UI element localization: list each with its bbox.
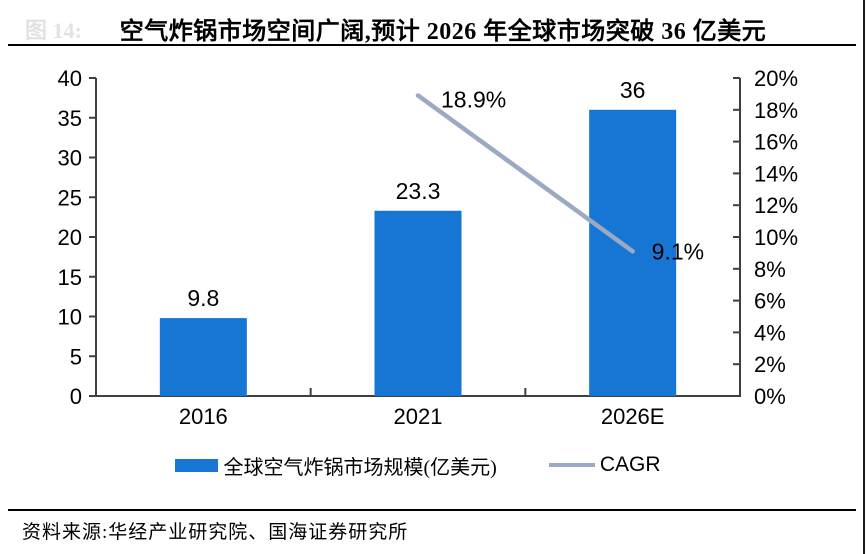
source-note: 资料来源:华经产业研究院、国海证券研究所: [22, 522, 409, 543]
bar-2016: [159, 318, 247, 396]
source-divider: [8, 509, 856, 511]
right-axis-tick-label: 10%: [754, 225, 798, 250]
right-axis-tick-label: 8%: [754, 257, 786, 282]
legend-item-cagr: CAGR: [548, 453, 661, 477]
right-axis-tick-label: 0%: [754, 384, 786, 409]
left-axis-tick-label: 35: [58, 106, 82, 131]
legend-label-market-size: 全球空气炸锅市场规模(亿美元): [223, 456, 497, 479]
right-axis-tick-label: 4%: [754, 320, 786, 345]
bar-2021: [374, 210, 462, 396]
left-axis-tick-label: 10: [58, 305, 82, 330]
right-axis-tick-label: 20%: [754, 66, 798, 91]
left-axis-tick-label: 40: [58, 66, 82, 91]
left-axis-tick-label: 20: [58, 225, 82, 250]
bar-value-label: 36: [620, 77, 646, 103]
category-label-2026E: 2026E: [601, 404, 665, 429]
chart-title: 空气炸锅市场空间广阔,预计 2026 年全球市场突破 36 亿美元: [119, 19, 767, 45]
right-axis-tick-label: 2%: [754, 352, 786, 377]
right-axis-tick-label: 6%: [754, 289, 786, 314]
legend-item-market-size: 全球空气炸锅市场规模(亿美元): [175, 451, 497, 480]
right-axis-tick-label: 18%: [754, 98, 798, 123]
title-divider: [8, 44, 856, 46]
right-axis-tick-label: 14%: [754, 161, 798, 186]
chart-legend: 全球空气炸锅市场规模(亿美元) CAGR: [96, 450, 740, 480]
right-axis-tick-label: 12%: [754, 193, 798, 218]
bar-value-label: 23.3: [396, 178, 441, 204]
cagr-line: [415, 93, 635, 254]
figure-number: 图 14:: [25, 18, 82, 43]
left-axis-tick-label: 5: [70, 344, 82, 369]
left-axis-tick-label: 0: [70, 384, 82, 409]
left-axis-tick-label: 15: [58, 265, 82, 290]
cagr-point-label: 18.9%: [441, 86, 506, 112]
legend-label-cagr: CAGR: [599, 453, 661, 476]
category-label-2016: 2016: [179, 404, 228, 429]
page-right-border: [863, 0, 865, 554]
left-axis-tick-label: 30: [58, 146, 82, 171]
bar-value-label: 9.8: [187, 285, 219, 311]
right-axis-tick-label: 16%: [754, 130, 798, 155]
line-series-swatch: [548, 463, 595, 467]
category-label-2021: 2021: [394, 404, 443, 429]
bar-series-swatch: [175, 458, 219, 472]
left-axis-tick-label: 25: [58, 185, 82, 210]
cagr-point-label: 9.1%: [652, 238, 704, 264]
